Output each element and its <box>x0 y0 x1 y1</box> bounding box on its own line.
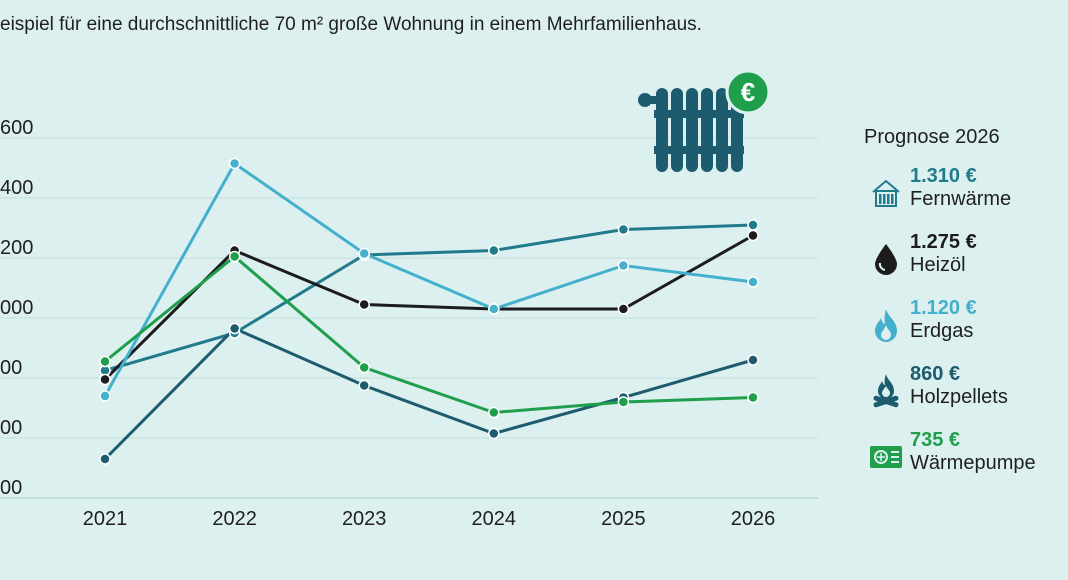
x-tick-label: 2023 <box>342 508 387 530</box>
legend-item-erdgas: 1.120 € Erdgas <box>862 297 1068 363</box>
legend: Prognose 2026 1.310 € Fernwärme 1.27 <box>862 126 1068 495</box>
series-line-erdgas <box>103 162 754 397</box>
data-point-holzpellets <box>99 453 111 465</box>
data-point-fernwaerme <box>747 219 759 231</box>
data-point-waermepumpe <box>617 396 630 408</box>
x-tick-label: 2025 <box>601 508 646 530</box>
data-point-heizoel <box>358 298 370 311</box>
y-tick-label: 600 <box>0 117 33 139</box>
data-point-erdgas <box>228 157 241 170</box>
heat-pump-icon <box>870 446 902 468</box>
data-point-holzpellets <box>488 427 500 440</box>
legend-value: 735 € <box>910 429 961 451</box>
y-tick-label: 000 <box>0 297 33 319</box>
data-point-waermepumpe <box>488 406 500 419</box>
series-line-fernwaerme <box>104 223 754 372</box>
legend-label: Heizöl <box>910 254 966 276</box>
series-line-waermepumpe <box>104 255 754 414</box>
euro-badge-symbol: € <box>741 77 755 107</box>
series-line-heizoel <box>103 234 754 381</box>
data-point-heizoel <box>617 303 630 315</box>
x-tick-label: 2022 <box>212 508 257 530</box>
district-heating-icon <box>872 179 900 207</box>
legend-label: Fernwärme <box>910 188 1012 210</box>
data-point-erdgas <box>747 276 759 288</box>
legend-label: Holzpellets <box>910 386 1008 408</box>
data-point-erdgas <box>617 259 630 272</box>
legend-value: 1.310 € <box>910 165 977 187</box>
radiator-icon: € <box>638 70 771 172</box>
data-point-erdgas <box>99 390 111 402</box>
data-point-erdgas <box>488 303 500 315</box>
y-tick-label: 200 <box>0 237 33 259</box>
data-point-waermepumpe <box>228 250 241 263</box>
x-tick-label: 2024 <box>472 508 517 530</box>
data-point-waermepumpe <box>358 361 370 374</box>
euro-badge: € <box>725 70 771 115</box>
radiator-body <box>638 88 744 172</box>
x-tick-label: 2026 <box>731 508 776 530</box>
y-tick-label: 00 <box>0 417 22 439</box>
wood-fire-icon <box>873 374 899 408</box>
gas-flame-icon <box>875 309 897 342</box>
grid-lines <box>0 137 818 499</box>
data-point-holzpellets <box>747 354 759 366</box>
data-point-fernwaerme <box>617 223 630 236</box>
legend-value: 1.275 € <box>910 231 977 253</box>
chart-subtitle: eispiel für eine durchschnittliche 70 m²… <box>0 14 702 35</box>
y-tick-label: 400 <box>0 177 33 199</box>
series-points <box>99 157 759 465</box>
y-tick-label: 00 <box>0 477 22 499</box>
legend-label: Erdgas <box>910 320 974 342</box>
x-tick-label: 2021 <box>83 508 128 530</box>
legend-title: Prognose 2026 <box>864 126 1000 148</box>
data-point-holzpellets <box>228 322 241 335</box>
data-point-holzpellets <box>358 379 370 392</box>
legend-value: 860 € <box>910 363 961 385</box>
data-point-heizoel <box>99 373 111 386</box>
legend-value: 1.120 € <box>910 297 977 319</box>
data-point-erdgas <box>358 247 370 260</box>
data-point-waermepumpe <box>747 391 759 404</box>
x-tick-labels: 2021 2022 2023 2024 2025 2026 <box>83 508 776 530</box>
data-point-heizoel <box>747 229 759 242</box>
legend-item-heizoel: 1.275 € Heizöl <box>862 231 1068 297</box>
series-line-holzpellets <box>103 327 754 461</box>
legend-item-fernwaerme: 1.310 € Fernwärme <box>862 165 1068 231</box>
series-lines <box>103 162 754 461</box>
data-point-fernwaerme <box>488 244 500 257</box>
legend-item-holzpellets: 860 € Holzpellets <box>862 363 1068 429</box>
oil-drop-icon <box>875 244 897 275</box>
data-point-waermepumpe <box>99 355 111 368</box>
legend-item-waermepumpe: 735 € Wärmepumpe <box>862 429 1068 495</box>
legend-label: Wärmepumpe <box>910 452 1036 474</box>
y-tick-label: 00 <box>0 357 22 379</box>
